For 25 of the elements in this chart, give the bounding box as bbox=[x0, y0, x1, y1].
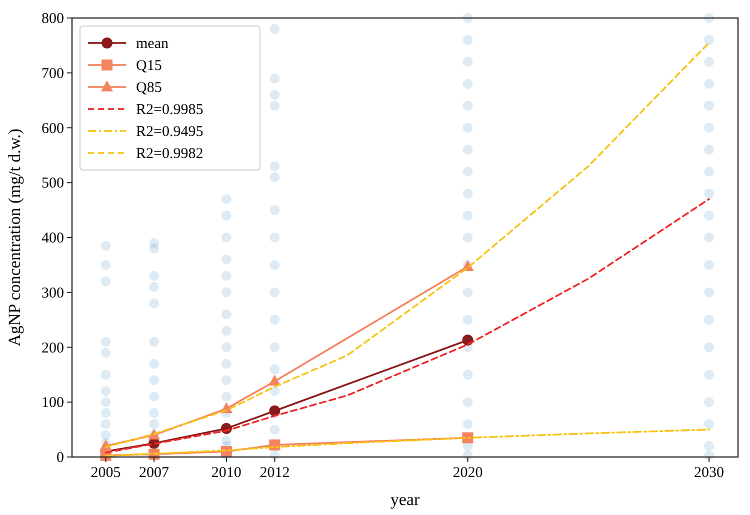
legend-label: Q85 bbox=[136, 80, 162, 96]
y-tick-label: 100 bbox=[42, 395, 64, 412]
y-axis-title: AgNP concentration (mg/t d.w.) bbox=[5, 128, 24, 346]
legend-label: R2=0.9985 bbox=[136, 102, 204, 118]
x-tick-label: 2005 bbox=[90, 465, 121, 481]
point bbox=[269, 405, 280, 416]
y-tick-label: 600 bbox=[42, 120, 64, 137]
y-tick-label: 700 bbox=[42, 66, 64, 82]
y-tick-label: 300 bbox=[42, 285, 64, 302]
x-axis-title: year bbox=[390, 490, 420, 509]
x-tick-label: 2020 bbox=[452, 465, 483, 481]
y-tick-label: 400 bbox=[42, 230, 64, 246]
x-tick-label: 2012 bbox=[260, 465, 290, 481]
legend-label: R2=0.9982 bbox=[136, 146, 204, 162]
x-tick-label: 2010 bbox=[211, 465, 242, 481]
y-tick-label: 0 bbox=[56, 450, 64, 466]
y-tick-label: 200 bbox=[42, 340, 64, 356]
x-tick-label: 2030 bbox=[694, 465, 724, 481]
legend-label: mean bbox=[136, 36, 169, 52]
y-tick-label: 500 bbox=[42, 176, 64, 192]
point bbox=[268, 374, 281, 386]
legend-label: Q15 bbox=[136, 58, 162, 74]
y-tick-label: 800 bbox=[42, 11, 64, 27]
x-tick-label: 2007 bbox=[139, 465, 170, 481]
legend-label: R2=0.9495 bbox=[136, 124, 204, 140]
